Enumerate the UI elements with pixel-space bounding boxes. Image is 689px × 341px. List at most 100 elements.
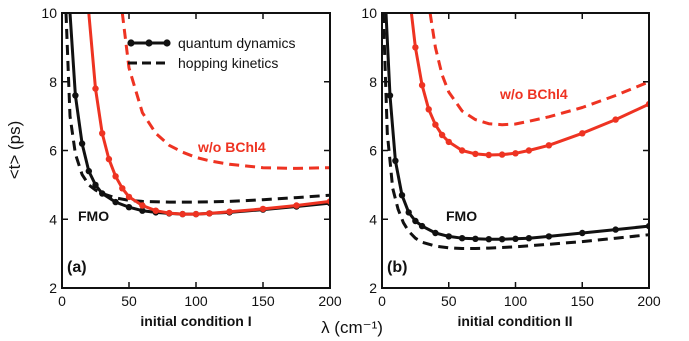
data-point	[392, 157, 399, 164]
data-point	[139, 202, 146, 209]
data-point	[458, 235, 466, 242]
x-tick-label: 200	[318, 293, 342, 309]
data-point	[425, 106, 432, 113]
data-point	[432, 121, 439, 128]
data-point	[105, 155, 113, 163]
panel-b-xlabel: initial condition II	[457, 313, 572, 329]
y-tick-label: 10	[41, 5, 57, 21]
panel-b-marks	[382, 13, 649, 250]
data-point	[445, 138, 452, 146]
panel-b-label: (b)	[387, 259, 407, 276]
data-point	[119, 185, 126, 192]
data-point	[579, 229, 586, 237]
x-tick-label: 200	[637, 293, 661, 309]
x-tick-label: 100	[504, 293, 528, 309]
y-tick-label: 2	[49, 280, 57, 296]
panel-b-ticks: 0 50 100 150 200 2 4 6 8 10	[361, 5, 660, 309]
data-point	[112, 173, 119, 180]
panel-a-annotation-fmo: FMO	[78, 208, 109, 224]
data-point	[112, 198, 119, 206]
data-point	[498, 236, 506, 243]
data-point	[485, 151, 492, 159]
data-point	[92, 85, 99, 92]
x-tick-label: 50	[441, 293, 457, 309]
legend-solid-marker	[127, 39, 135, 47]
data-point	[293, 202, 300, 209]
panel-a-label: (a)	[67, 259, 87, 276]
data-point	[472, 235, 479, 242]
series-line-w-o-bchl4-dashed	[120, 13, 330, 170]
data-point	[192, 210, 200, 218]
data-point	[579, 130, 586, 137]
data-point	[166, 209, 173, 217]
data-point	[445, 233, 452, 240]
data-point	[259, 205, 267, 213]
y-tick-label: 6	[49, 143, 57, 159]
x-tick-label: 100	[184, 293, 208, 309]
panel-b-annotation-fmo: FMO	[446, 208, 477, 224]
data-point	[152, 207, 159, 214]
data-point	[485, 236, 492, 243]
y-tick-label: 6	[369, 143, 377, 159]
series-line-w-o-bchl4-dashed	[428, 13, 649, 127]
y-tick-label: 2	[369, 280, 377, 296]
data-point	[512, 150, 519, 157]
panel-b-annotation-wo-bchl4: w/o BChl4	[499, 86, 568, 102]
data-point	[405, 209, 412, 216]
x-tick-label: 50	[121, 293, 137, 309]
x-tick-label: 0	[58, 293, 66, 309]
data-point	[612, 116, 619, 123]
x-tick-label: 150	[251, 293, 275, 309]
data-point	[386, 92, 394, 99]
data-point	[139, 207, 146, 214]
data-point	[545, 233, 553, 240]
data-point	[125, 204, 133, 211]
data-point	[412, 44, 419, 51]
data-point	[612, 226, 619, 233]
legend-dashed-label: hopping kinetics	[178, 55, 278, 71]
panel-a-marks	[64, 13, 330, 218]
data-point	[226, 208, 233, 215]
data-point	[418, 222, 426, 230]
data-point	[179, 210, 186, 218]
data-point	[99, 130, 106, 137]
series-line-fmo-dashed	[64, 13, 330, 204]
data-point	[525, 235, 533, 242]
legend-solid-label: quantum dynamics	[178, 35, 296, 51]
y-tick-label: 10	[361, 5, 377, 21]
x-tick-label: 0	[378, 293, 386, 309]
y-tick-label: 4	[49, 211, 57, 227]
legend: quantum dynamics hopping kinetics	[127, 35, 296, 71]
data-point	[458, 147, 466, 154]
y-tick-label: 4	[369, 211, 377, 227]
y-axis-label: <t> (ps)	[5, 121, 24, 180]
y-tick-label: 8	[49, 74, 57, 90]
data-point	[125, 193, 133, 201]
data-point	[85, 167, 93, 175]
data-point	[398, 192, 406, 199]
legend-solid-marker	[145, 39, 153, 47]
panel-a: 0 50 100 150 200 2 4 6 8 10 (a) initial condition…	[41, 5, 341, 329]
data-point	[92, 181, 99, 189]
series-line-fmo-dashed	[382, 13, 649, 250]
panel-b: 0 50 100 150 200 2 4 6 8 10 (b) initial condition…	[361, 5, 660, 329]
data-point	[72, 92, 79, 99]
y-tick-label: 8	[369, 74, 377, 90]
data-point	[498, 151, 506, 158]
data-point	[545, 142, 553, 149]
data-point	[438, 131, 446, 139]
panel-a-ticks: 0 50 100 150 200 2 4 6 8 10	[41, 5, 341, 309]
data-point	[418, 82, 426, 89]
data-point	[525, 147, 533, 154]
series-line-fmo-solid-markers	[384, 13, 649, 241]
legend-solid-marker	[163, 39, 171, 47]
data-point	[412, 217, 419, 225]
data-point	[206, 210, 213, 217]
panel-a-annotation-wo-bchl4: w/o BChl4	[197, 139, 266, 155]
x-tick-label: 150	[571, 293, 595, 309]
data-point	[432, 229, 439, 237]
data-point	[512, 235, 519, 242]
data-point	[472, 150, 479, 158]
panel-a-xlabel: initial condition I	[140, 313, 251, 329]
